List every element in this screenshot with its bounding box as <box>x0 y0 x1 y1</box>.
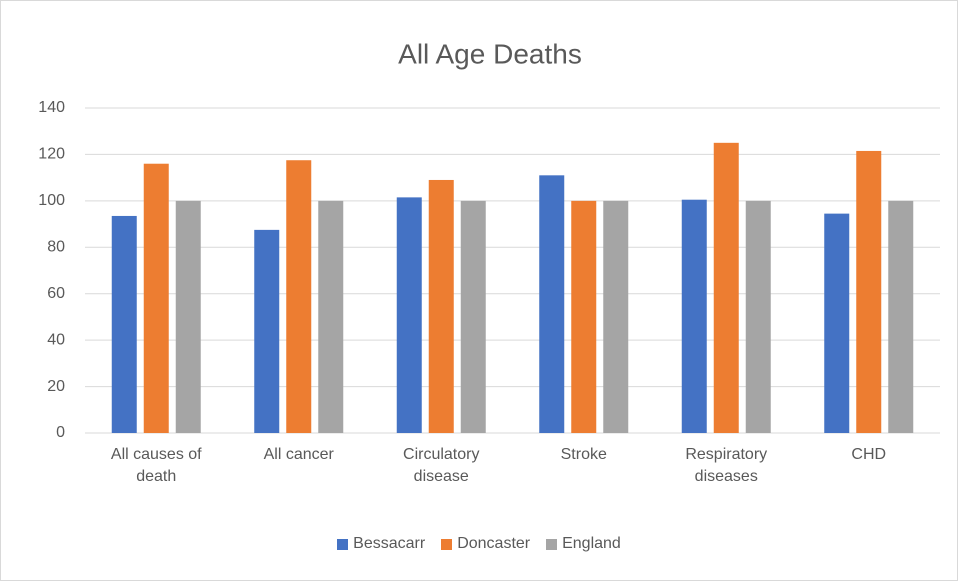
legend-item: England <box>546 535 621 553</box>
bar <box>856 150 882 434</box>
x-tick-label: Stroke <box>560 446 607 463</box>
bar <box>111 215 137 433</box>
bar <box>603 200 629 433</box>
y-tick-label: 0 <box>56 424 65 441</box>
bar <box>143 163 169 433</box>
legend-swatch <box>337 538 349 550</box>
x-tick-label: Circulatory disease <box>403 446 480 485</box>
legend-swatch <box>546 538 558 550</box>
y-tick-label: 20 <box>47 378 65 395</box>
y-tick-label: 40 <box>47 331 65 348</box>
legend-label: England <box>562 535 621 552</box>
bar <box>539 175 565 434</box>
legend-label: Doncaster <box>457 535 531 552</box>
bar <box>571 200 597 433</box>
legend-item: Bessacarr <box>337 535 425 553</box>
bar <box>681 199 707 433</box>
x-tick-label: CHD <box>851 446 887 463</box>
y-tick-label: 80 <box>47 239 65 256</box>
chart-title: All Age Deaths <box>398 38 582 69</box>
bar <box>175 200 201 433</box>
bar <box>713 142 739 434</box>
y-tick-label: 140 <box>38 99 65 116</box>
bar <box>286 160 312 433</box>
x-tick-label: All causes of death <box>110 446 202 485</box>
bar <box>824 213 850 433</box>
y-tick-label: 120 <box>38 146 65 163</box>
bar <box>318 200 344 433</box>
bar <box>254 229 280 433</box>
x-tick-label: Respiratory diseases <box>685 446 768 485</box>
bar <box>460 200 486 433</box>
x-tick-label: All cancer <box>263 446 334 463</box>
legend-swatch <box>441 538 453 550</box>
bar <box>745 200 771 433</box>
y-tick-label: 60 <box>47 285 65 302</box>
legend: Bessacarr Doncaster England <box>0 535 958 553</box>
y-tick-label: 100 <box>38 192 65 209</box>
legend-label: Bessacarr <box>353 535 426 552</box>
legend-item: Doncaster <box>441 535 530 553</box>
bar <box>888 200 914 433</box>
bar <box>396 197 422 433</box>
bar <box>428 179 454 433</box>
